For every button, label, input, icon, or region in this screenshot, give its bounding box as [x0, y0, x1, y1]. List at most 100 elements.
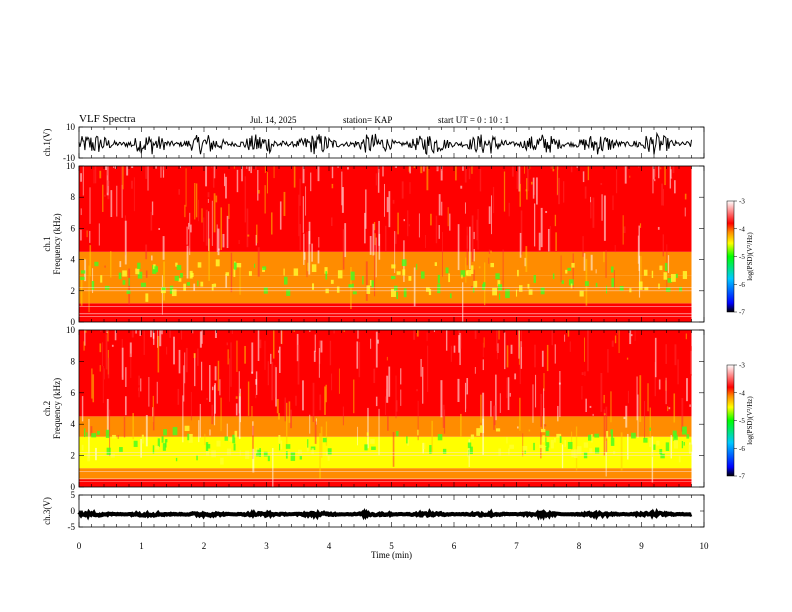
- spectrogram-streak: [558, 382, 561, 385]
- spectrogram-patch: [522, 445, 528, 451]
- spectrogram-patch: [312, 283, 315, 290]
- spectrogram-patch: [80, 276, 85, 281]
- spectrogram-streak: [244, 345, 246, 364]
- spectrogram-patch: [679, 286, 683, 292]
- spectrogram-patch: [366, 432, 369, 436]
- spectrogram-patch: [256, 449, 261, 457]
- spectrogram-streak: [133, 177, 135, 212]
- spectrogram-streak: [305, 186, 307, 216]
- spectrogram-streak: [139, 330, 141, 337]
- spectrogram-patch: [674, 433, 677, 439]
- spectrogram-streak: [653, 166, 655, 180]
- spectrogram-streak: [584, 371, 586, 376]
- spectrogram-patch: [162, 443, 166, 451]
- spectrogram-patch: [163, 429, 167, 436]
- spectrogram-streak: [672, 166, 675, 174]
- spectrogram-patch: [80, 270, 86, 274]
- spectrogram-patch: [330, 279, 334, 284]
- spectrogram-streak: [472, 215, 474, 259]
- spectrogram-streak: [128, 268, 131, 305]
- spectrogram-streak: [275, 367, 277, 407]
- spectrogram-patch: [490, 262, 494, 268]
- spectrogram-patch: [122, 280, 126, 285]
- spectrogram-patch: [161, 287, 166, 294]
- spectrogram-patch: [505, 289, 510, 299]
- spectrogram-patch: [310, 446, 316, 450]
- spectrogram-streak: [247, 381, 250, 416]
- spectrogram-patch: [211, 450, 216, 458]
- spectrogram-streak: [638, 225, 640, 271]
- spectrogram-streak: [204, 433, 206, 446]
- spectrogram-streak: [159, 330, 162, 347]
- spectrogram-streak: [637, 394, 639, 438]
- spectrogram-streak: [216, 224, 218, 252]
- spectrogram-streak: [230, 342, 232, 387]
- spectrogram-streak: [418, 213, 420, 238]
- spectrogram-streak: [385, 396, 387, 416]
- spectrogram-patch: [508, 448, 510, 455]
- spectrogram-streak: [528, 429, 531, 432]
- spectrogram-patch: [352, 291, 357, 295]
- spectrogram-streak: [201, 208, 203, 223]
- spectrogram-streak: [549, 225, 551, 252]
- spectrogram-streak: [600, 182, 603, 185]
- spectrogram-streak: [225, 273, 228, 288]
- spectrogram-patch: [253, 263, 256, 268]
- spectrogram-streak: [546, 344, 549, 372]
- spectrogram-streak: [431, 420, 433, 454]
- spectrogram-streak: [517, 426, 519, 429]
- spectrogram-patch: [155, 445, 159, 450]
- y-tick-label: 2: [71, 451, 76, 461]
- spectrogram-streak: [255, 379, 258, 385]
- spectrogram-streak: [496, 330, 498, 352]
- spectrogram-patch: [83, 428, 86, 438]
- spectrogram-patch: [200, 281, 204, 287]
- spectrogram-streak: [257, 330, 260, 361]
- spectrogram-streak: [199, 403, 201, 438]
- spectrogram-patch: [97, 430, 100, 435]
- spectrogram-patch: [528, 289, 533, 295]
- spectrogram-streak: [145, 166, 148, 179]
- spectrogram-patch: [187, 433, 190, 441]
- spectrogram-streak: [651, 436, 654, 483]
- spectrogram-streak: [592, 413, 594, 416]
- spectrogram-streak: [570, 166, 573, 173]
- spectrogram-streak: [84, 330, 87, 333]
- colorbar-tick-label: -3: [739, 198, 745, 206]
- spectrogram-streak: [279, 201, 282, 230]
- spectrogram-streak: [545, 210, 548, 213]
- spectrogram-patch: [391, 288, 396, 297]
- spectrogram-streak: [308, 231, 311, 275]
- spectrogram-patch: [466, 269, 472, 277]
- spectrogram-streak: [358, 342, 361, 378]
- spectrogram-streak: [464, 382, 467, 413]
- spectrogram-streak: [373, 221, 376, 231]
- spectrogram-streak: [197, 199, 199, 222]
- spectrogram-patch: [391, 264, 396, 269]
- spectrogram-streak: [195, 183, 198, 218]
- spectrogram-streak: [238, 371, 240, 414]
- spectrogram-streak: [208, 238, 210, 282]
- spectrogram-streak: [627, 390, 629, 404]
- spectrogram-patch: [682, 271, 688, 280]
- spectrogram-streak: [388, 191, 391, 228]
- spectrogram-streak: [211, 166, 213, 168]
- spectrogram-patch: [594, 433, 600, 438]
- spectrogram-patch: [215, 259, 220, 267]
- spectrogram-patch: [390, 275, 396, 280]
- spectrogram-patch: [428, 289, 432, 296]
- date-label: Jul. 14, 2025: [250, 115, 297, 125]
- spectrogram-patch: [232, 434, 236, 444]
- spectrogram-streak: [302, 196, 304, 233]
- spectrogram-streak: [459, 332, 461, 366]
- spectrogram-patch: [460, 270, 466, 277]
- waveform-line: [78, 131, 692, 156]
- spectrogram-streak: [480, 394, 482, 423]
- spectrogram-streak: [556, 166, 558, 195]
- spectrogram-streak: [220, 207, 223, 250]
- station-label: station= KAP: [343, 115, 393, 125]
- spectrogram-streak: [92, 374, 95, 403]
- spectrogram-streak: [114, 166, 117, 169]
- spectrogram-streak: [180, 330, 183, 340]
- spectrogram-patch: [567, 267, 571, 271]
